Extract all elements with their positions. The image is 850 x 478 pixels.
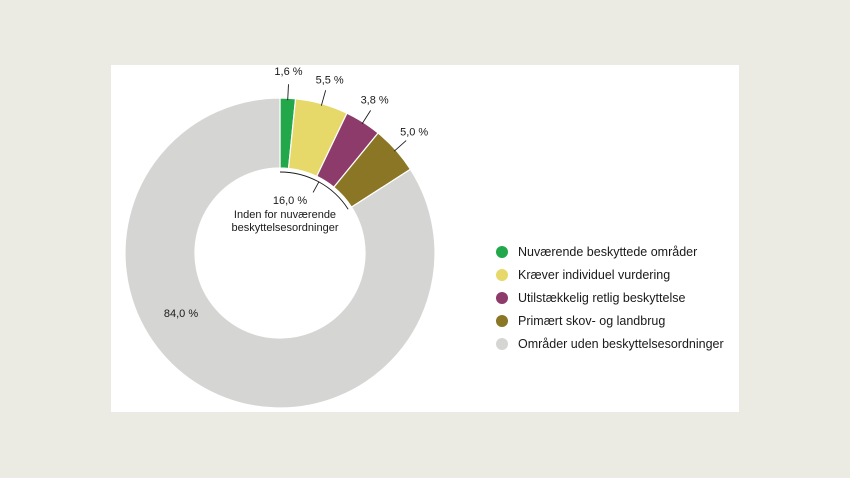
slice-value-label: 1,6 % — [274, 66, 302, 78]
legend-item: Områder uden beskyttelsesordninger — [496, 332, 724, 355]
legend-item: Utilstækkelig retlig beskyttelse — [496, 286, 724, 309]
legend-label: Nuværende beskyttede områder — [518, 244, 698, 259]
slice-leader-line — [361, 110, 372, 125]
group-text-line-1: Inden for nuværende — [234, 209, 336, 221]
legend-swatch — [496, 245, 508, 258]
legend-label: Utilstækkelig retlig beskyttelse — [518, 290, 686, 305]
legend-label: Primært skov- og landbrug — [518, 313, 666, 328]
slice-leader-line — [393, 140, 407, 152]
slice-leader-line — [320, 90, 327, 106]
legend-label: Områder uden beskyttelsesordninger — [518, 336, 724, 351]
legend-item: Primært skov- og landbrug — [496, 309, 724, 332]
legend-item: Nuværende beskyttede områder — [496, 240, 724, 263]
slice-value-label: 3,8 % — [361, 94, 389, 106]
legend-swatch — [496, 314, 508, 327]
legend-swatch — [496, 337, 508, 350]
legend: Nuværende beskyttede områder Kræver indi… — [496, 240, 724, 355]
chart-card: 1,6 % 5,5 % 3,8 % 5,0 % 84,0 % 16,0 % Inden … — [111, 65, 739, 412]
slice-value-label: 5,0 % — [400, 127, 428, 139]
donut-chart: 1,6 % 5,5 % 3,8 % 5,0 % 84,0 % 16,0 % Inden … — [124, 66, 436, 409]
group-value-label: 16,0 % — [273, 195, 307, 207]
donut-slice — [124, 97, 436, 409]
group-bracket-tick — [312, 181, 320, 193]
slice-leader-line — [287, 84, 289, 101]
legend-swatch — [496, 291, 508, 304]
slice-value-label: 5,5 % — [316, 74, 344, 86]
legend-label: Kræver individuel vurdering — [518, 267, 671, 282]
slice-value-label: 84,0 % — [164, 308, 198, 320]
legend-swatch — [496, 268, 508, 281]
legend-item: Kræver individuel vurdering — [496, 263, 724, 286]
group-text-line-2: beskyttelsesordninger — [231, 222, 338, 234]
